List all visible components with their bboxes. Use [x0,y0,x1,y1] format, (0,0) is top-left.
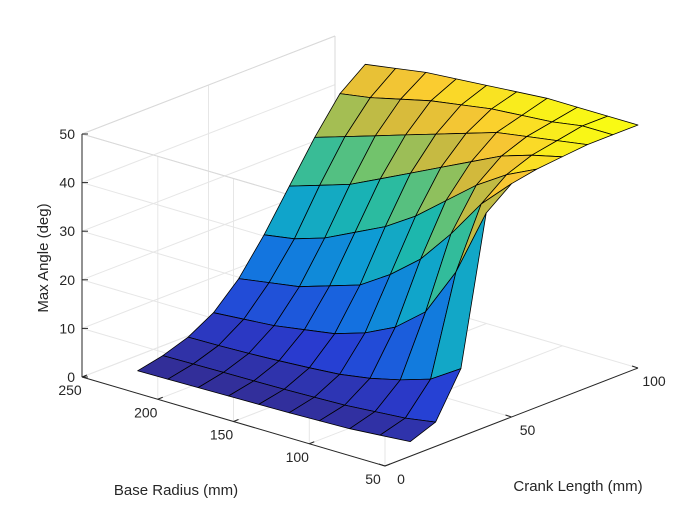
y-tick-label: 100 [286,449,310,465]
y-tick-label: 200 [134,404,158,420]
x-tick-label: 0 [397,471,405,487]
x-axis-title: Crank Length (mm) [513,478,642,495]
y-tick-label: 250 [58,382,82,398]
x-tick-label: 100 [642,373,666,389]
z-tick-label: 0 [67,369,75,385]
y-tick [384,463,391,467]
y-tick-label: 50 [365,471,381,487]
y-tick [157,396,163,400]
z-tick-label: 10 [59,320,75,336]
z-axis-title: Max Angle (deg) [35,203,52,312]
x-tick [505,414,512,418]
y-axis-title: Base Radius (mm) [114,482,238,499]
z-tick-label: 30 [59,223,75,239]
box-edge [81,35,336,135]
x-tick [631,365,639,369]
y-tick-label: 150 [210,427,234,443]
z-tick-label: 20 [59,272,75,288]
y-tick [309,441,315,445]
y-tick [81,374,88,378]
surface-plot [137,63,639,443]
y-tick [233,419,239,422]
z-tick-label: 50 [59,126,75,142]
z-tick-label: 40 [59,175,75,191]
x-tick-label: 50 [520,422,536,438]
x-tick [378,463,386,467]
surface-patch [379,417,437,443]
axes-lines [81,133,639,467]
